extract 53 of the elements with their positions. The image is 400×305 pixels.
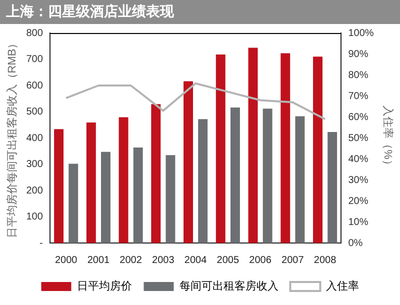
y2-tick-label: 60% [348,112,368,123]
y2-tick-label: 100% [348,28,374,39]
y2-tick-label: 90% [348,48,368,60]
y-tick-label: 500 [26,106,44,118]
y2-axis-title: 入住率（%） [381,106,394,170]
y2-tick-label: 80% [348,70,368,81]
bar [133,147,143,243]
bar [100,152,110,243]
y2-tick-label: 70% [348,90,368,102]
y2-tick-label: 0% [348,238,363,249]
y-tick-label: 800 [26,28,44,39]
x-tick-label: 2003 [152,254,175,266]
bar [54,129,64,243]
bar [166,155,176,243]
bar [248,48,258,243]
x-tick-label: 2006 [249,254,272,266]
y2-tick-label: 20% [348,196,368,207]
bar [313,56,322,243]
bar [184,81,194,243]
bar [230,108,240,243]
y-tick-label: 700 [26,54,44,65]
bar [262,108,272,243]
bar [151,104,161,243]
x-tick-label: 2005 [216,254,240,266]
bar [86,122,96,243]
y-tick-label: 300 [26,159,44,170]
bar [328,132,338,243]
x-tick-label: 2004 [184,254,208,266]
bar [216,54,226,243]
y-tick-label: - [40,238,43,249]
x-tick-label: 2008 [314,254,337,266]
y-tick-label: 100 [26,212,44,222]
legend-label: 每间可出租客房收入 [179,280,278,293]
legend-label: 日平均房价 [76,280,132,293]
y2-tick-label: 30% [348,174,368,186]
y-tick-label: 600 [26,80,44,92]
x-tick-label: 2007 [282,254,304,266]
x-tick-label: 2000 [54,254,78,266]
bar [280,53,290,243]
bar [198,119,208,243]
y2-tick-label: 10% [348,216,368,228]
bar [118,117,128,243]
chart-title: 上海：四星级酒店业绩表现 [0,0,400,24]
legend-label: 入住率 [326,280,359,293]
y-tick-label: 400 [26,132,44,144]
y2-tick-label: 40% [348,154,368,165]
y2-tick-label: 50% [348,132,368,144]
y-axis-title: 日平均房价每间可出租客房收入（RMB） [6,38,19,238]
bar [68,164,78,243]
x-tick-label: 2002 [120,254,142,266]
y-tick-label: 200 [26,185,44,196]
bar [295,116,305,243]
x-tick-label: 2001 [87,254,110,266]
